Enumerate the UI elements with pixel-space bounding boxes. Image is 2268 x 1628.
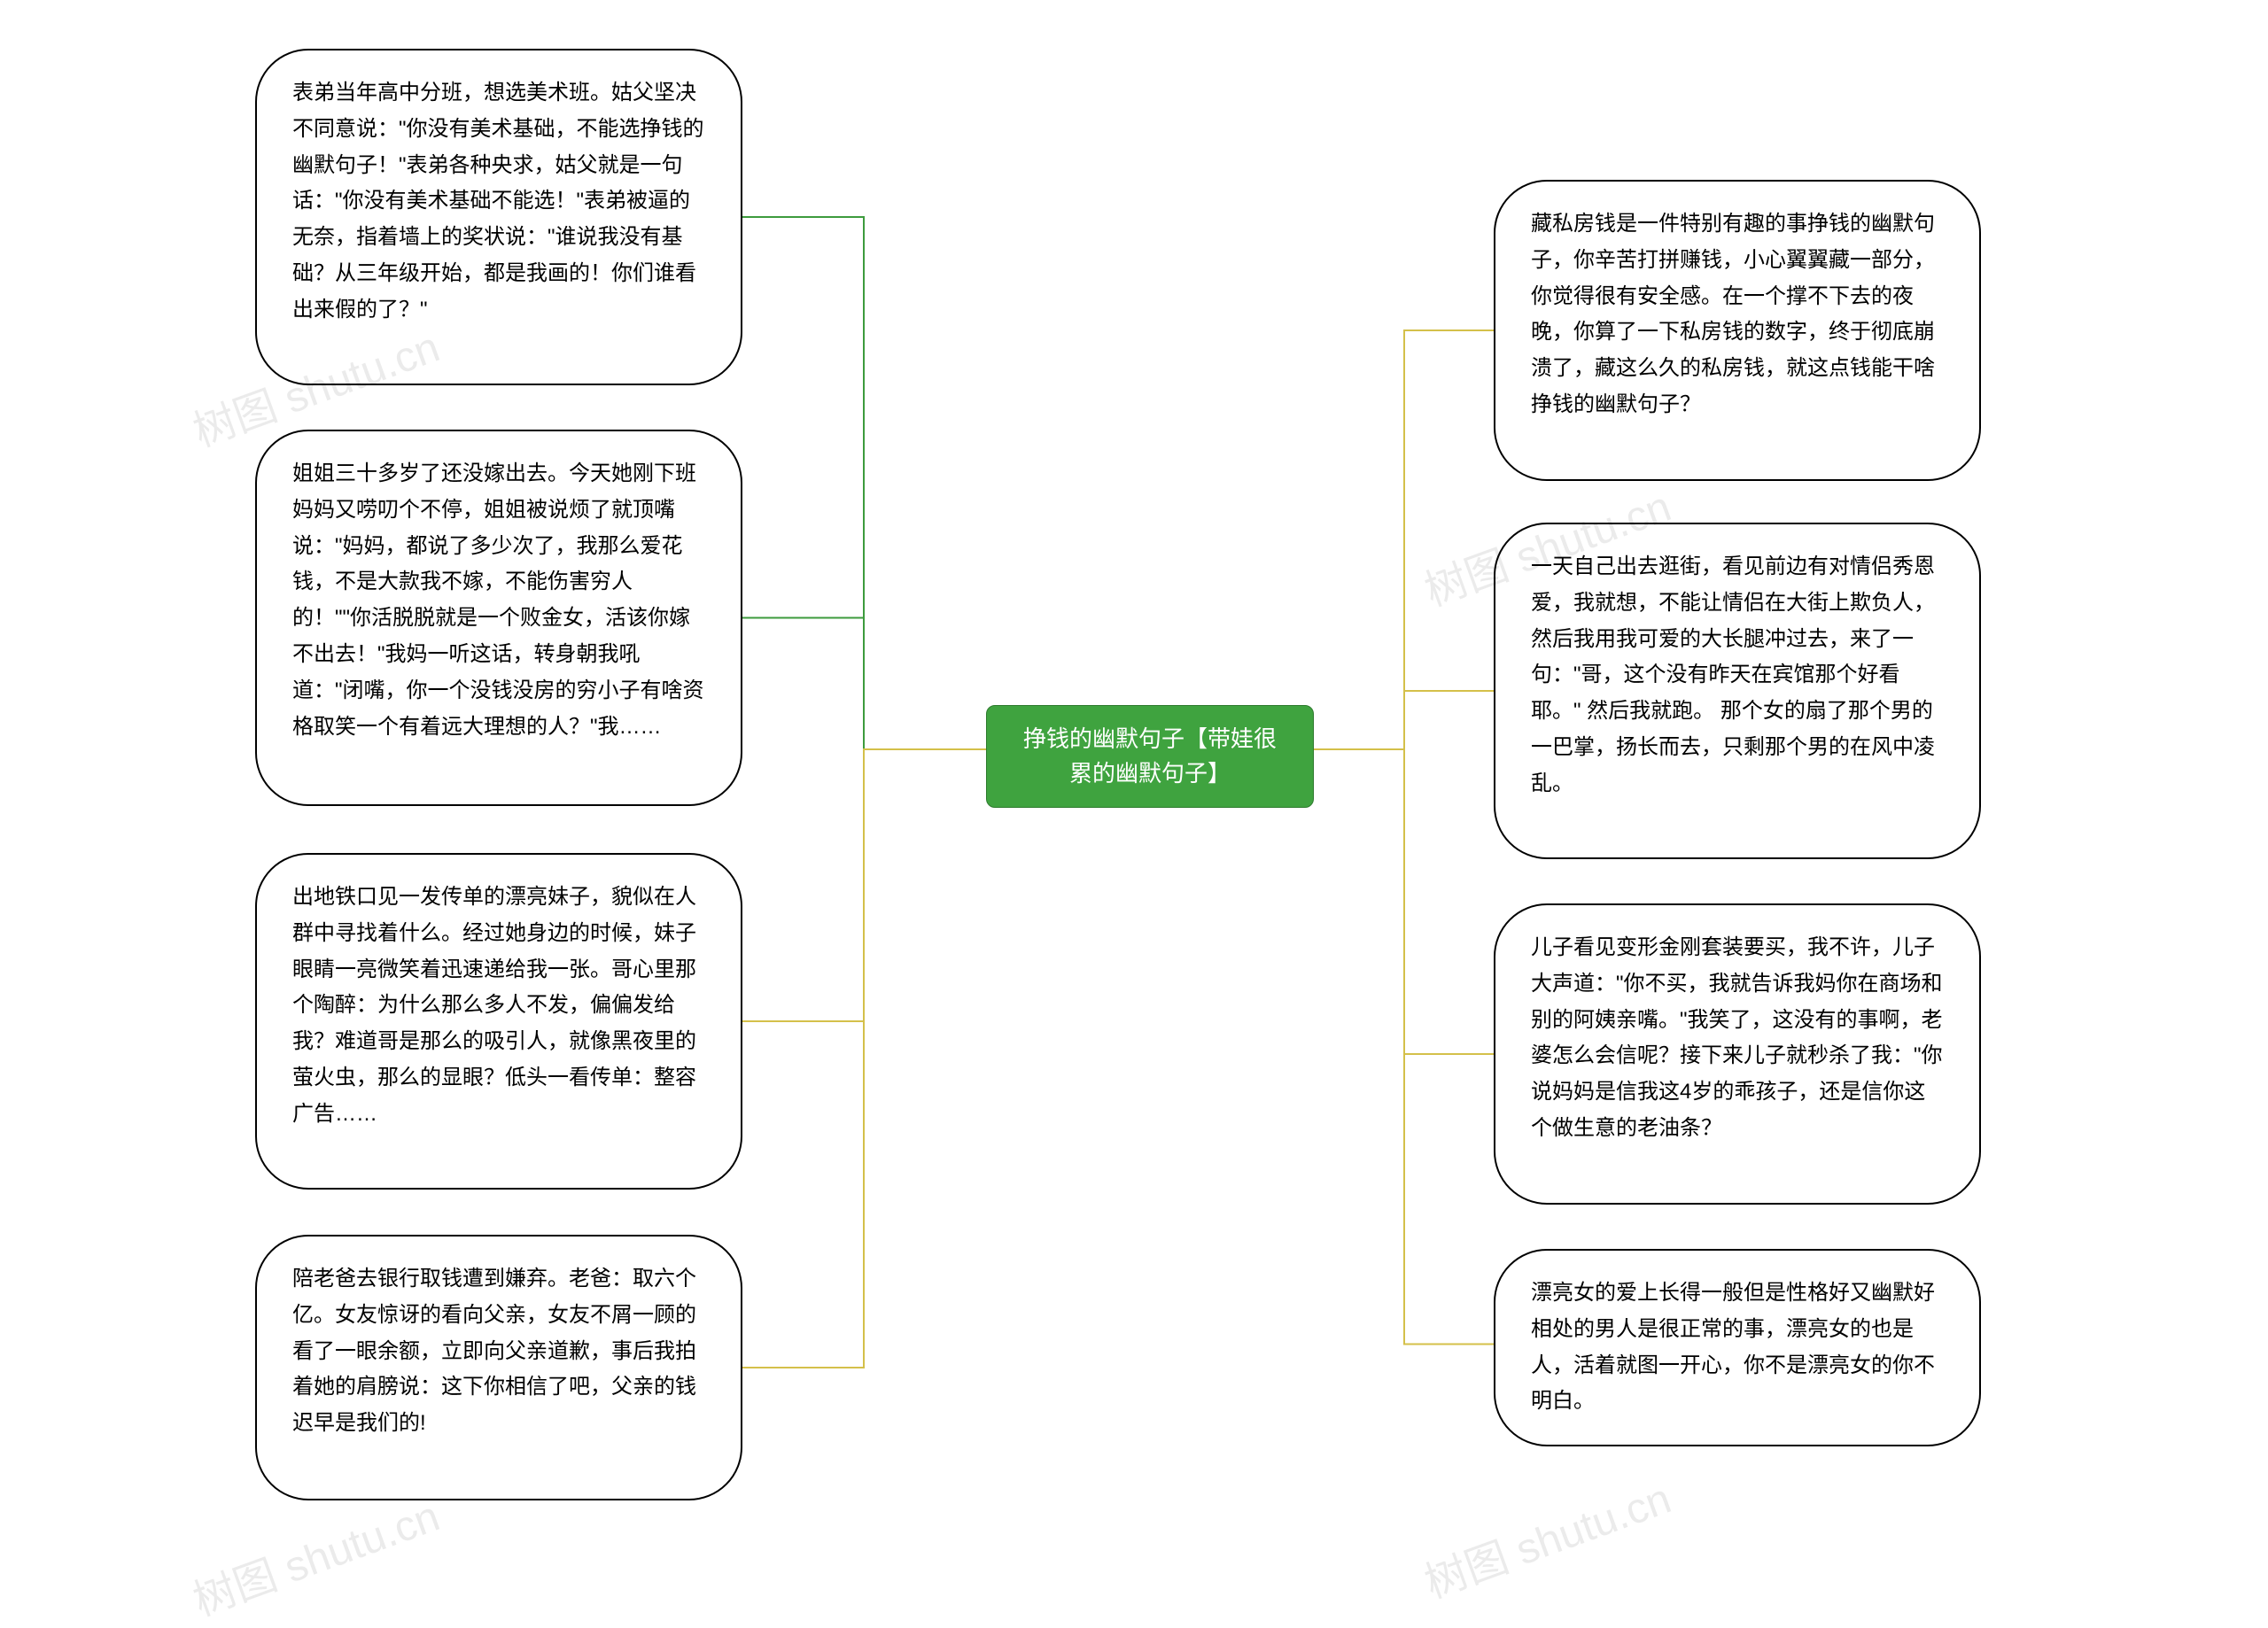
right-node-2: 儿子看见变形金刚套装要买，我不许，儿子大声道："你不买，我就告诉我妈你在商场和别… [1494,903,1981,1205]
right-node-3: 漂亮女的爱上长得一般但是性格好又幽默好相处的男人是很正常的事，漂亮女的也是人，活… [1494,1249,1981,1446]
watermark-1: 树图 shutu.cn [183,1481,447,1627]
right-node-1: 一天自己出去逛街，看见前边有对情侣秀恩爱，我就想，不能让情侣在大街上欺负人，然后… [1494,523,1981,859]
left-node-1: 姐姐三十多岁了还没嫁出去。今天她刚下班妈妈又唠叨个不停，姐姐被说烦了就顶嘴说："… [255,430,742,806]
left-node-3: 陪老爸去银行取钱遭到嫌弃。老爸：取六个亿。女友惊讶的看向父亲，女友不屑一顾的看了… [255,1235,742,1500]
center-node: 挣钱的幽默句子【带娃很累的幽默句子】 [986,705,1314,808]
watermark-3: 树图 shutu.cn [1415,1463,1678,1609]
left-node-0: 表弟当年高中分班，想选美术班。姑父坚决不同意说："你没有美术基础，不能选挣钱的幽… [255,49,742,385]
left-node-2: 出地铁口见一发传单的漂亮妹子，貌似在人群中寻找着什么。经过她身边的时候，妹子眼睛… [255,853,742,1190]
right-node-0: 藏私房钱是一件特别有趣的事挣钱的幽默句子，你辛苦打拼赚钱，小心翼翼藏一部分，你觉… [1494,180,1981,481]
